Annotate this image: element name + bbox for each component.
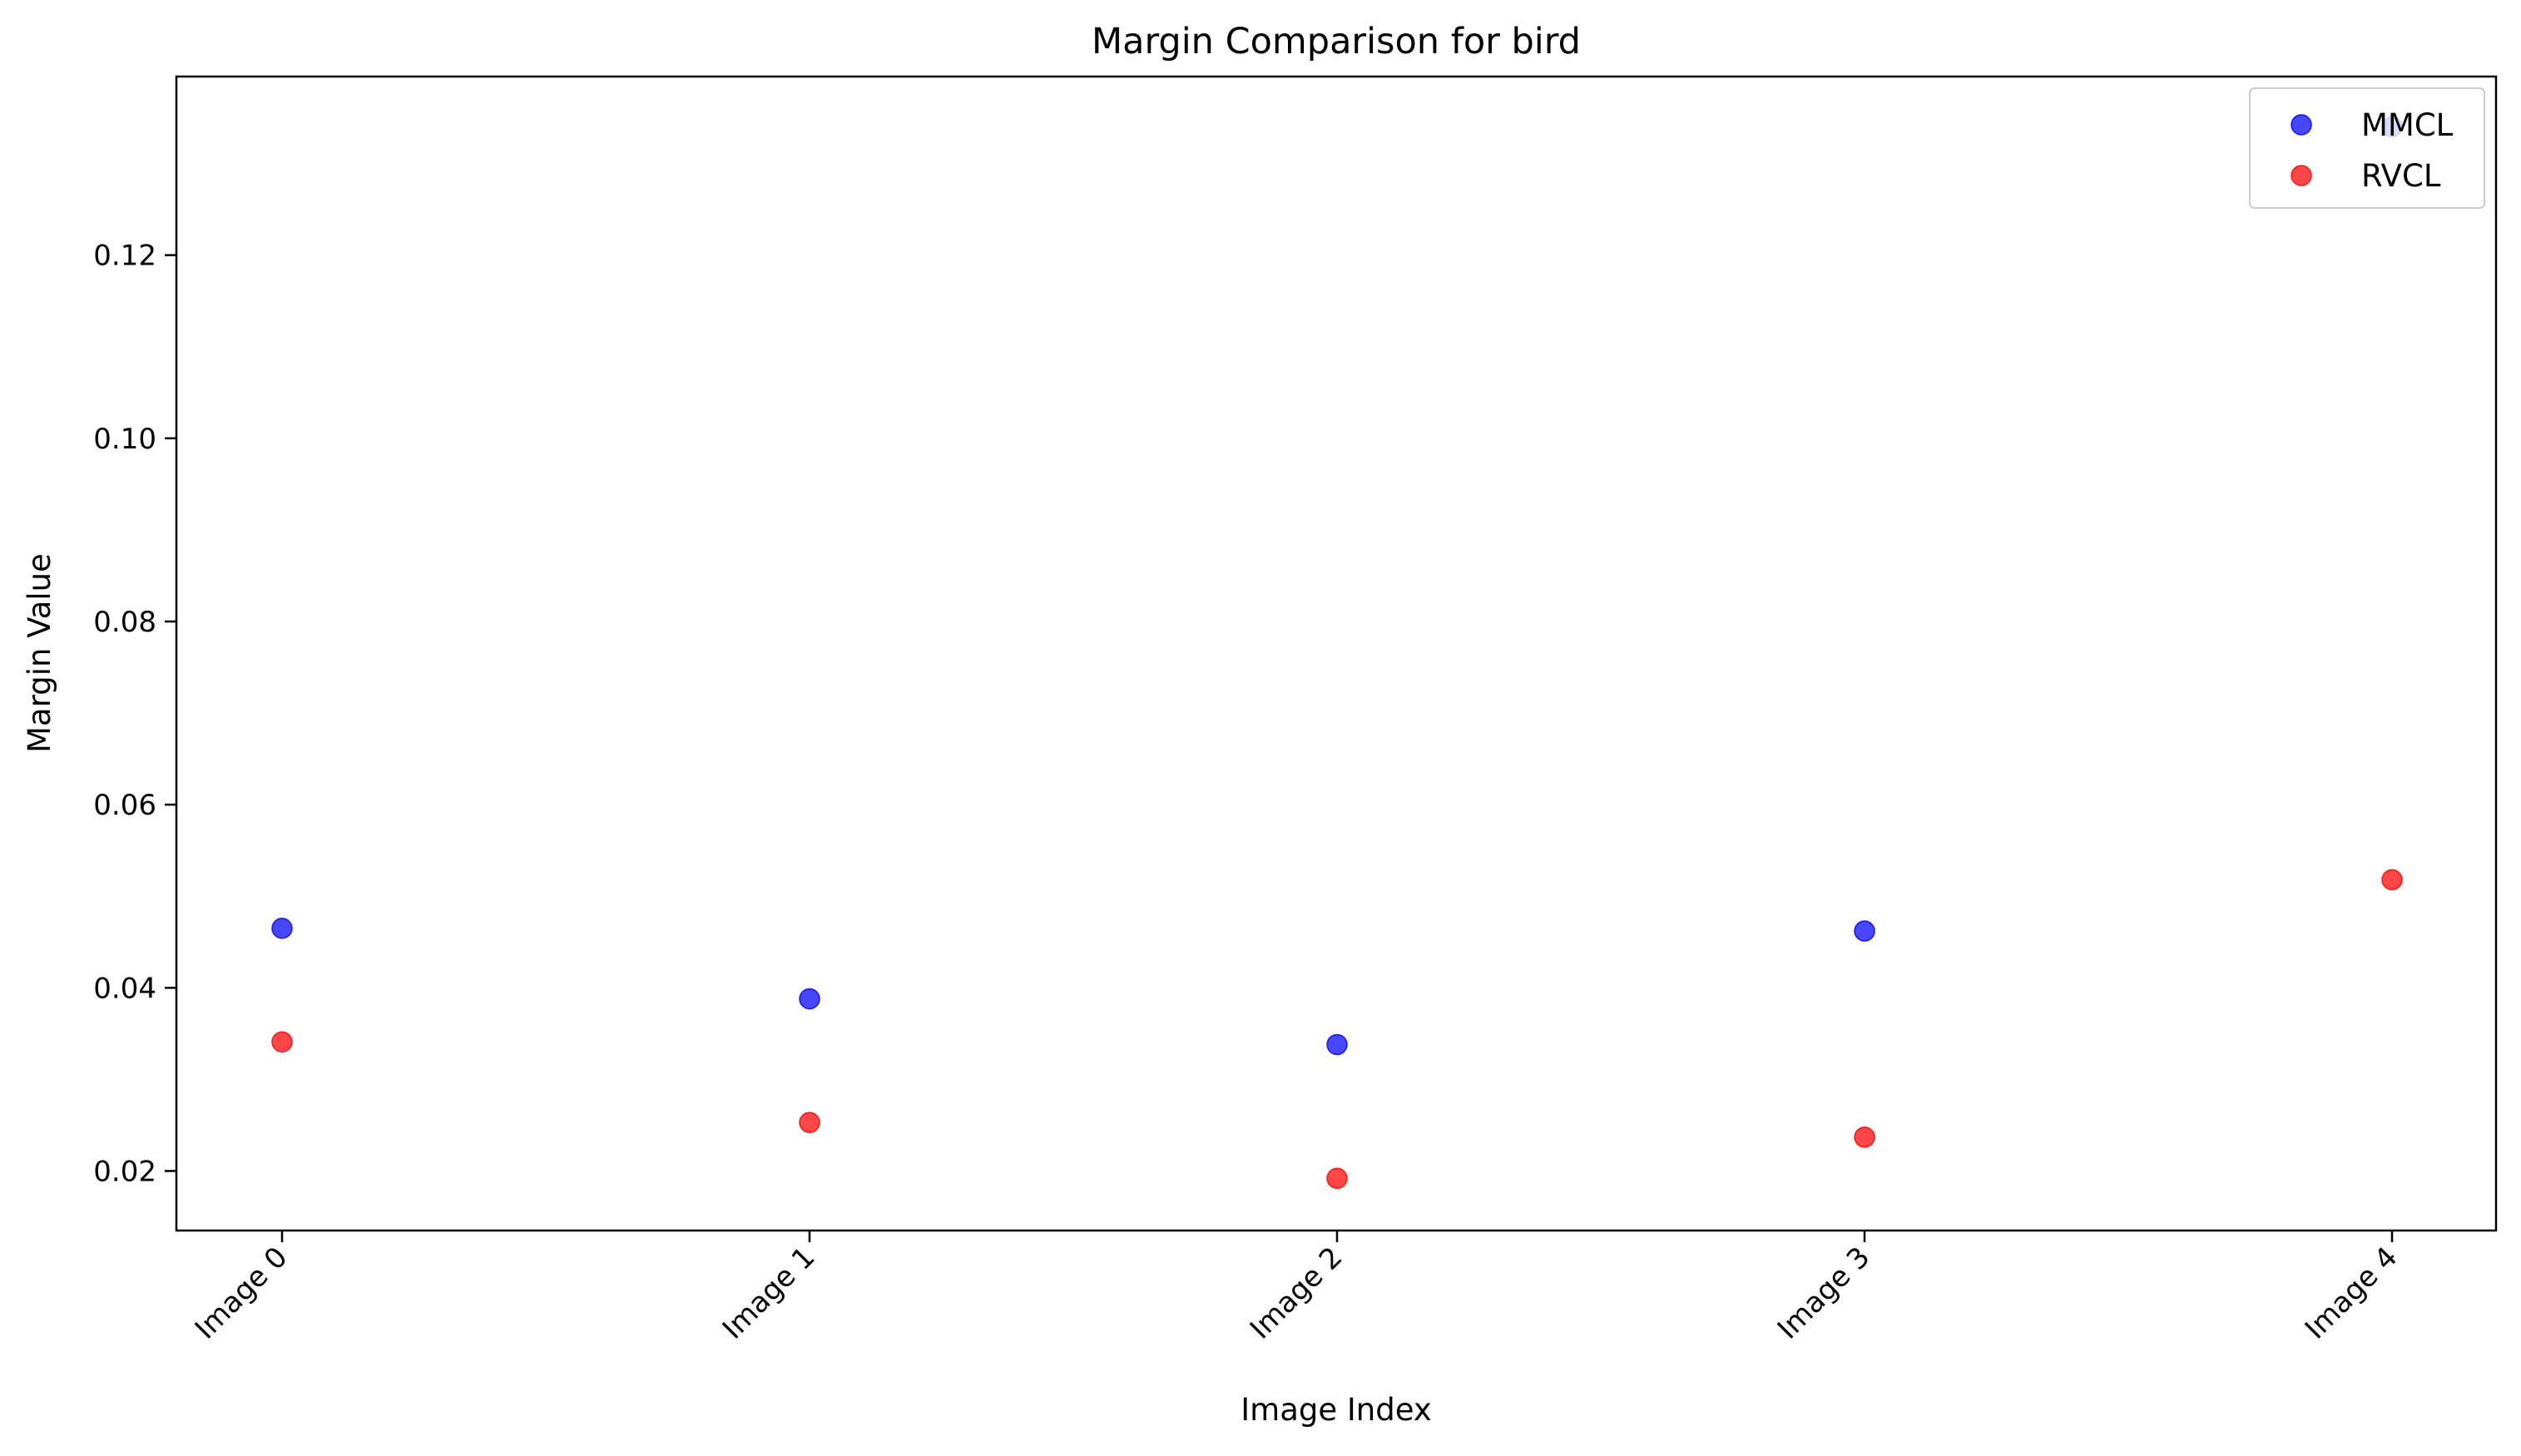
legend-label-mmcl: MMCL (2361, 107, 2454, 143)
data-point-rvcl (271, 1031, 293, 1052)
y-axis-label: Margin Value (22, 553, 57, 753)
data-point-mmcl (799, 988, 820, 1010)
y-tick-label: 0.12 (93, 240, 156, 273)
y-axis-ticks: 0.02 0.04 0.06 0.08 0.10 0.12 (93, 240, 176, 1188)
legend-marker-rvcl (2291, 165, 2312, 186)
data-point-rvcl (2381, 869, 2403, 891)
x-axis-label: Image Index (1241, 1392, 1432, 1428)
chart-title: Margin Comparison for bird (1092, 21, 1581, 62)
data-point-rvcl (1854, 1126, 1875, 1148)
y-tick-label: 0.10 (93, 423, 156, 456)
data-point-mmcl (1854, 920, 1875, 942)
data-point-mmcl (271, 917, 293, 939)
data-point-rvcl (1326, 1167, 1348, 1190)
y-tick-label: 0.08 (93, 606, 156, 639)
data-point-rvcl (799, 1112, 820, 1133)
y-tick-label: 0.06 (93, 789, 156, 822)
plot-frame (175, 75, 2498, 1232)
y-tick-label: 0.04 (93, 972, 156, 1005)
y-tick-label: 0.02 (93, 1155, 156, 1188)
legend-label-rvcl: RVCL (2361, 158, 2441, 194)
legend: MMCL RVCL (2249, 87, 2485, 209)
data-point-mmcl (1326, 1033, 1348, 1056)
legend-marker-mmcl (2291, 114, 2312, 136)
